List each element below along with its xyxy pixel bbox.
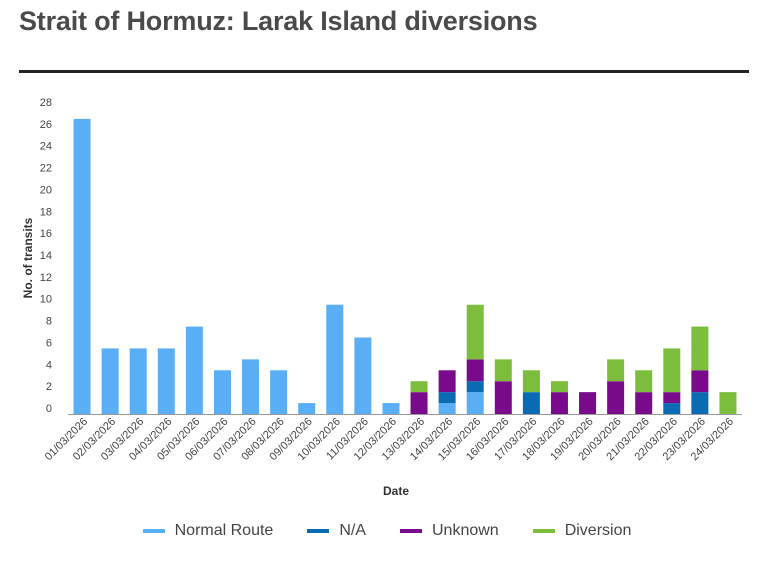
y-tick-label: 8 <box>46 316 52 328</box>
bar-segment <box>663 403 681 414</box>
bar-segment <box>466 392 484 414</box>
legend-swatch-diversion <box>532 529 555 533</box>
bar-segment <box>719 392 737 414</box>
legend-label-diversion: Diversion <box>564 522 632 539</box>
bar-segment <box>522 392 540 414</box>
y-tick-label: 12 <box>40 272 52 284</box>
bar-segment <box>438 403 456 414</box>
bar-segment <box>494 381 512 414</box>
y-tick-label: 0 <box>46 403 52 415</box>
bar-segment <box>691 392 709 414</box>
bar-segment <box>550 381 568 393</box>
x-axis-title: Date <box>383 484 409 498</box>
bars-group <box>73 118 737 414</box>
legend-item-normal-route: Normal Route <box>142 522 274 540</box>
bar-segment <box>663 348 681 393</box>
bar-segment <box>382 403 400 414</box>
bar-segment <box>466 381 484 393</box>
legend-item-na: N/A <box>307 522 366 540</box>
bar-segment <box>691 370 709 393</box>
bar-segment <box>157 348 175 414</box>
bar-segment <box>522 370 540 393</box>
legend: Normal Route N/A Unknown Diversion <box>0 522 774 540</box>
legend-item-unknown: Unknown <box>399 522 499 540</box>
x-axis-ticks: 01/03/202602/03/202603/03/202604/03/2026… <box>43 416 736 463</box>
bar-segment <box>326 304 344 414</box>
bar-segment <box>438 392 456 404</box>
bar-segment <box>691 326 709 371</box>
bar-segment <box>635 370 653 393</box>
bar-segment <box>410 392 428 414</box>
bar-segment <box>242 359 260 414</box>
bar-segment <box>410 381 428 393</box>
legend-label-normal-route: Normal Route <box>174 522 274 539</box>
legend-swatch-unknown <box>399 529 422 533</box>
bar-segment <box>579 392 597 414</box>
y-tick-label: 4 <box>46 359 52 371</box>
y-tick-label: 6 <box>46 337 52 349</box>
y-tick-label: 24 <box>40 141 52 153</box>
chart-title: Strait of Hormuz: Larak Island diversion… <box>19 6 538 36</box>
bar-segment <box>354 337 372 414</box>
bar-segment <box>298 403 316 414</box>
bar-segment <box>101 348 119 414</box>
y-tick-label: 20 <box>40 184 52 196</box>
bar-segment <box>635 392 653 414</box>
y-tick-label: 2 <box>46 381 52 393</box>
bar-segment <box>438 370 456 393</box>
bar-segment <box>466 359 484 382</box>
bar-segment <box>607 381 625 414</box>
bar-segment <box>607 359 625 382</box>
y-tick-label: 22 <box>40 163 52 175</box>
legend-label-unknown: Unknown <box>431 522 499 539</box>
bar-segment <box>466 304 484 360</box>
y-tick-label: 10 <box>40 294 52 306</box>
bar-segment <box>213 370 231 414</box>
y-tick-label: 26 <box>40 119 52 131</box>
bar-segment <box>550 392 568 414</box>
bar-segment <box>185 326 203 414</box>
bar-segment <box>494 359 512 382</box>
bar-segment <box>270 370 288 414</box>
legend-item-diversion: Diversion <box>532 522 632 540</box>
bar-segment <box>129 348 147 414</box>
title-divider <box>19 70 749 73</box>
y-tick-label: 16 <box>40 228 52 240</box>
y-tick-label: 14 <box>40 250 52 262</box>
y-axis-title: No. of transits <box>21 217 35 298</box>
y-tick-label: 28 <box>40 97 52 109</box>
bar-segment <box>663 392 681 404</box>
y-tick-label: 18 <box>40 206 52 218</box>
legend-label-na: N/A <box>339 522 366 539</box>
bar-segment <box>73 118 91 414</box>
legend-swatch-normal-route <box>142 529 165 533</box>
legend-swatch-na <box>307 529 330 533</box>
